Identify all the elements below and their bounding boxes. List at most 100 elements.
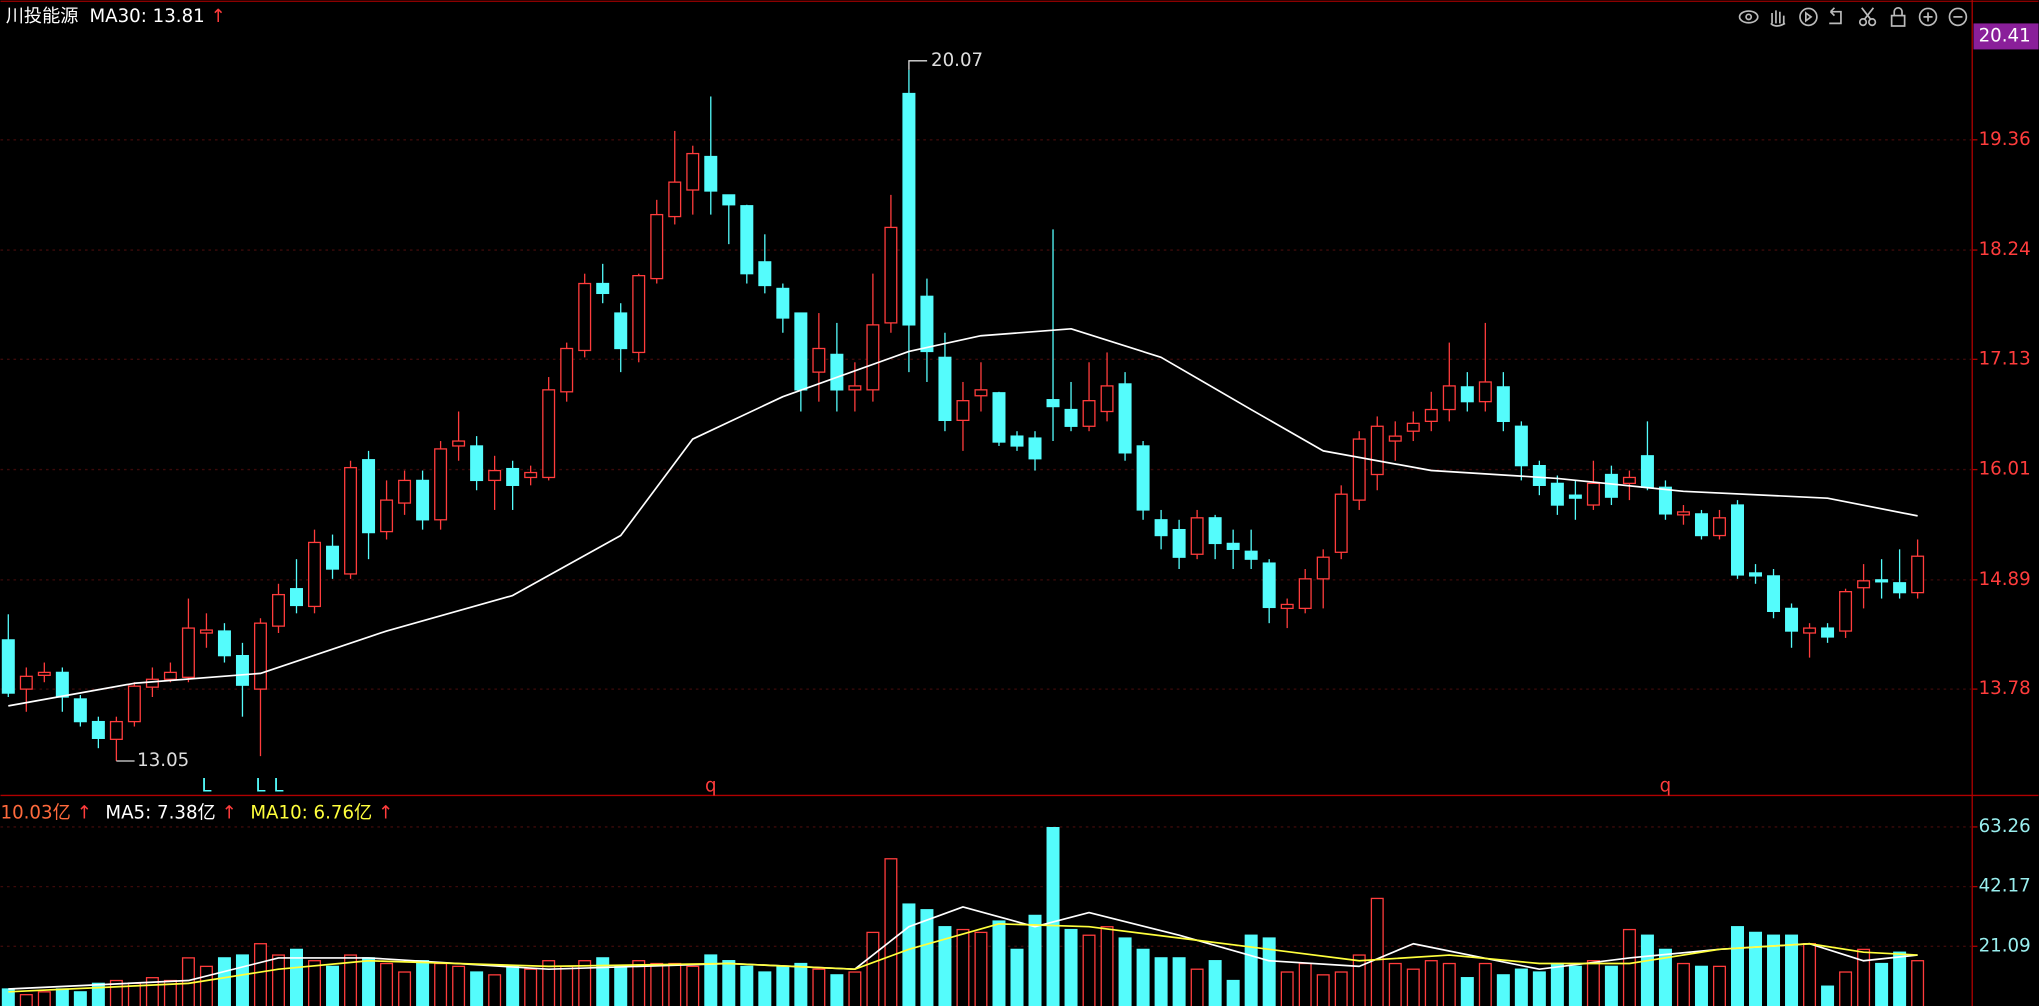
candle-body (1136, 445, 1150, 511)
candle-body (290, 588, 303, 607)
candle-body (974, 389, 988, 397)
volume-bar (235, 954, 249, 1006)
candle-body (704, 155, 718, 192)
volume-bar (1911, 960, 1925, 1006)
volume-bar (308, 960, 322, 1006)
candle-body (1911, 555, 1925, 594)
candle-body (398, 479, 412, 504)
candle-body (1262, 562, 1276, 609)
volume-bar (1352, 954, 1366, 1006)
volume-bar (1749, 931, 1763, 1006)
candle-body (1460, 386, 1474, 403)
candle-body (416, 479, 430, 521)
candle-body (632, 274, 646, 354)
volume-bar (398, 971, 412, 1006)
volume-bar (488, 974, 502, 1006)
lock-button[interactable] (1890, 6, 1906, 27)
candle-body (920, 295, 934, 353)
cut-button[interactable] (1858, 7, 1877, 27)
candle-body (235, 654, 249, 686)
candle-body (812, 347, 826, 373)
candle-body (1388, 435, 1402, 442)
volume-bar (217, 957, 231, 1006)
zoom-in-button[interactable] (1918, 7, 1938, 27)
candle-body (1839, 591, 1853, 632)
candle-body (1, 639, 15, 694)
volume-bar (1298, 962, 1312, 1006)
candle-body (1316, 556, 1330, 580)
volume-bar (938, 926, 952, 1006)
play-button[interactable] (1799, 7, 1818, 27)
candle-body (1100, 385, 1114, 413)
volume-bar (1821, 985, 1835, 1006)
volume-bar (1046, 827, 1060, 1006)
candle-body (1370, 425, 1384, 476)
candle-body (794, 312, 808, 391)
ma5-label: MA5: 7.38亿 (105, 803, 215, 824)
candle-body (1694, 513, 1708, 537)
candle-body (722, 194, 736, 206)
volume-bar (1010, 948, 1024, 1006)
volume-bar (1118, 937, 1132, 1006)
pan-button[interactable] (1770, 10, 1786, 27)
volume-bar (1839, 971, 1853, 1006)
candle-body (1803, 627, 1817, 634)
candle-body (1406, 422, 1420, 432)
candle-body (1730, 504, 1744, 576)
volume-bar (722, 960, 736, 1006)
candle-body (1857, 580, 1871, 589)
candle-body (1280, 603, 1294, 610)
volume-bar (199, 965, 213, 1006)
candle-body (1226, 542, 1240, 550)
candle-body (542, 389, 556, 479)
y-tick-label: 14.89 (1979, 569, 2031, 590)
candle-body (1767, 575, 1781, 612)
volume-bar (614, 965, 628, 1006)
volume-bar (290, 948, 303, 1006)
zoom-out-button[interactable] (1948, 7, 1968, 27)
undo-button[interactable] (1829, 7, 1842, 25)
volume-bar (1424, 960, 1438, 1006)
volume-bar (452, 965, 466, 1006)
candle-body (650, 213, 664, 280)
view-button[interactable] (1738, 10, 1759, 24)
candle-body (776, 287, 790, 319)
volume-ma-line (8, 923, 1918, 993)
volume-bar (1226, 979, 1240, 1006)
volume-bar (542, 960, 556, 1006)
ma-line (8, 327, 1918, 707)
candle-body (758, 261, 772, 287)
volume-bar (1190, 968, 1204, 1006)
arrow: ↑ (211, 6, 226, 27)
volume-bar (470, 971, 484, 1006)
volume-bar (812, 968, 826, 1006)
candle-body (1749, 572, 1763, 577)
candle-body (271, 593, 285, 627)
volume-bar (992, 920, 1006, 1006)
volume-label: 10.03亿 (1, 803, 71, 824)
candle-body (1028, 437, 1042, 460)
volume-bar (1370, 897, 1384, 1006)
volume-bar (416, 960, 430, 1006)
candle-body (199, 629, 213, 634)
volume-bar (1604, 965, 1618, 1006)
volume-bar (55, 988, 69, 1006)
volume-bar (794, 962, 808, 1006)
candle-body (740, 205, 754, 275)
volume-bar (91, 982, 105, 1006)
toolbar (1738, 6, 1968, 27)
candle-body (560, 347, 574, 393)
volume-bar (271, 954, 285, 1006)
volume-bar (1550, 962, 1564, 1006)
candle-body (326, 545, 340, 570)
signal-marker: q (705, 775, 717, 796)
volume-bar (866, 931, 880, 1006)
candle-body (127, 685, 141, 723)
candle-body (1352, 438, 1366, 501)
volume-bar (1262, 937, 1276, 1006)
y-tick-label: 13.78 (1979, 678, 2031, 699)
volume-bar (1803, 943, 1817, 1006)
volume-bar (1478, 962, 1492, 1006)
